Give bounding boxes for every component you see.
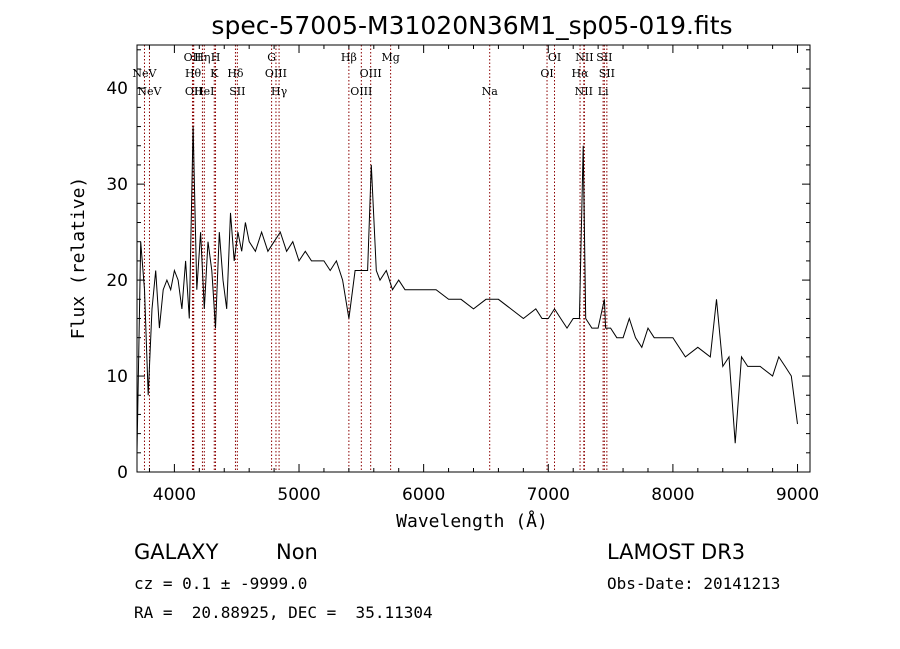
spectral-line-label: OI [540, 67, 553, 80]
y-axis-ticks: 0 10 20 30 40 [106, 49, 810, 483]
spectral-line-label: NII [575, 51, 593, 64]
spectral-line-label: G [267, 51, 276, 64]
plot-frame [136, 44, 811, 473]
coordinates-readout: RA = 20.88925, DEC = 35.11304 [134, 603, 433, 622]
y-tick-label: 0 [117, 463, 128, 483]
x-tick-label: 5000 [277, 485, 320, 505]
observation-date: Obs-Date: 20141213 [607, 574, 781, 593]
spectral-line-label: SII [599, 67, 615, 80]
x-axis-ticks: 4000 5000 6000 7000 8000 9000 [148, 45, 819, 505]
spectral-line-label: OIII [350, 85, 372, 98]
spectral-line-label: NII [575, 85, 593, 98]
spectral-line-label: Li [598, 85, 609, 98]
x-axis-label: Wavelength (Å) [396, 510, 548, 532]
spectral-line-label: Na [482, 85, 499, 98]
spectral-line-label: Hγ [271, 85, 288, 98]
y-tick-label: 20 [106, 271, 128, 291]
y-tick-label: 30 [106, 175, 128, 195]
y-axis-label: Flux (relative) [68, 177, 89, 340]
spectral-line-label: SII [229, 85, 245, 98]
spectral-line-label: OI [548, 51, 561, 64]
spectral-line-label: HeI [194, 85, 214, 98]
spectral-line-label: Hδ [227, 67, 244, 80]
spectral-line-label: OIII [360, 67, 382, 80]
spectral-line-label: H [211, 51, 221, 64]
flux-series-line [136, 126, 798, 453]
spectral-line-label: OII [185, 85, 203, 98]
spectral-line-label: Hβ [341, 51, 357, 64]
spectral-line-label: OII [184, 51, 202, 64]
y-tick-label: 10 [106, 367, 128, 387]
spectral-line-label: Hθ [185, 67, 202, 80]
spectral-line-label: Hα [572, 67, 590, 80]
spectral-line-label: NeV [137, 85, 162, 98]
x-tick-label: 4000 [153, 485, 196, 505]
survey-name: LAMOST DR3 [607, 540, 746, 564]
spectral-line-label: SII [596, 51, 612, 64]
x-tick-label: 8000 [651, 485, 694, 505]
x-tick-label: 7000 [527, 485, 570, 505]
y-tick-label: 40 [106, 79, 128, 99]
spectral-line-label: Hη [194, 51, 210, 64]
spectral-line-label: OIII [265, 67, 287, 80]
object-subclass: Non [276, 540, 318, 564]
spectral-line-label: K [210, 67, 219, 80]
object-class: GALAXY [134, 540, 219, 564]
redshift-readout: cz = 0.1 ± -9999.0 [134, 574, 308, 593]
chart-title: spec-57005-M31020N36M1_sp05-019.fits [211, 11, 732, 40]
x-tick-label: 6000 [402, 485, 445, 505]
spectral-line-label: Mg [381, 51, 399, 64]
x-tick-label: 9000 [776, 485, 819, 505]
spectral-line-label: NeV [132, 67, 157, 80]
